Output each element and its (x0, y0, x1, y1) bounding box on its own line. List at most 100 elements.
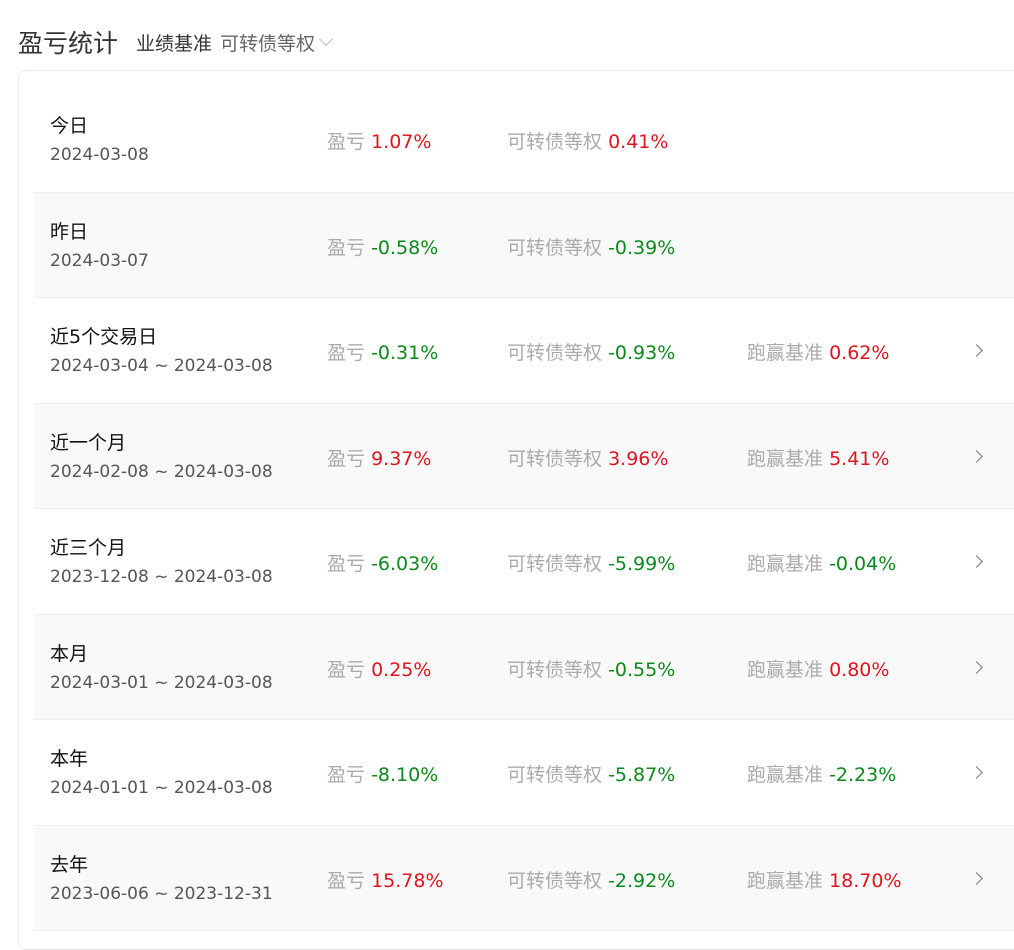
excess-label: 跑赢基准 (747, 342, 824, 364)
bench-value: -5.87% (608, 764, 676, 786)
bench-value: -2.92% (608, 869, 676, 892)
chevron-right-icon[interactable] (970, 766, 983, 779)
excess-metric: 跑赢基准 -2.23% (747, 760, 896, 787)
bench-value: -5.99% (608, 553, 676, 575)
pnl-metric: 盈亏 0.25% (327, 655, 431, 682)
excess-value: 0.80% (829, 658, 890, 681)
pnl-value: 15.78% (371, 869, 444, 892)
period-name: 本月 (50, 642, 89, 665)
bench-value: -0.93% (608, 342, 676, 364)
stats-row[interactable]: 去年 2023-06-06 ~ 2023-12-31 盈亏 15.78% 可转债… (34, 825, 1014, 931)
pnl-metric: 盈亏 9.37% (327, 444, 431, 471)
period-date: 2023-12-08 ~ 2024-03-08 (50, 567, 273, 587)
bench-label: 可转债等权 (507, 553, 603, 575)
bench-metric: 可转债等权 -2.92% (507, 866, 675, 893)
bench-metric: 可转债等权 -0.55% (507, 655, 675, 682)
pnl-value: -8.10% (371, 764, 439, 786)
bench-metric: 可转债等权 -0.39% (507, 233, 675, 260)
chevron-right-icon[interactable] (970, 871, 983, 885)
pnl-metric: 盈亏 -6.03% (327, 549, 438, 576)
period-date: 2024-03-08 (50, 145, 149, 165)
pnl-label: 盈亏 (327, 553, 366, 575)
pnl-label: 盈亏 (327, 764, 366, 786)
period-name: 今日 (50, 115, 89, 137)
benchmark-label: 业绩基准 (136, 32, 213, 55)
bench-label: 可转债等权 (507, 764, 603, 786)
pnl-metric: 盈亏 -0.58% (327, 233, 438, 260)
pnl-label: 盈亏 (327, 447, 366, 470)
stats-list: 今日 2024-03-08 盈亏 1.07% 可转债等权 0.41% 昨日 202… (34, 87, 1014, 931)
bench-value: 0.41% (608, 131, 669, 153)
excess-label: 跑赢基准 (747, 658, 824, 681)
pnl-value: 1.07% (371, 131, 432, 153)
stats-row[interactable]: 本月 2024-03-01 ~ 2024-03-08 盈亏 0.25% 可转债等… (34, 614, 1014, 720)
bench-label: 可转债等权 (507, 236, 603, 259)
bench-metric: 可转债等权 -5.99% (507, 549, 675, 576)
pnl-value: -6.03% (371, 553, 439, 575)
pnl-value: -0.31% (371, 342, 439, 364)
pnl-metric: 盈亏 1.07% (327, 127, 431, 154)
excess-metric: 跑赢基准 0.62% (747, 338, 889, 365)
excess-label: 跑赢基准 (747, 553, 824, 575)
bench-metric: 可转债等权 -0.93% (507, 338, 675, 365)
stats-row[interactable]: 近一个月 2024-02-08 ~ 2024-03-08 盈亏 9.37% 可转… (34, 403, 1014, 509)
bench-value: -0.39% (608, 236, 676, 259)
stats-card: 今日 2024-03-08 盈亏 1.07% 可转债等权 0.41% 昨日 202… (18, 70, 1014, 950)
pnl-value: 0.25% (371, 658, 432, 681)
pnl-label: 盈亏 (327, 131, 366, 153)
period-name: 近5个交易日 (50, 326, 158, 348)
chevron-right-icon[interactable] (970, 660, 983, 674)
excess-metric: 跑赢基准 0.80% (747, 655, 889, 682)
period-date: 2024-03-04 ~ 2024-03-08 (50, 356, 273, 376)
excess-label: 跑赢基准 (747, 447, 824, 470)
excess-value: -0.04% (829, 553, 897, 575)
pnl-metric: 盈亏 15.78% (327, 866, 444, 893)
pnl-metric: 盈亏 -8.10% (327, 760, 438, 787)
period-name: 昨日 (50, 220, 89, 243)
bench-label: 可转债等权 (507, 131, 603, 153)
period-date: 2024-01-01 ~ 2024-03-08 (50, 778, 273, 798)
chevron-right-icon[interactable] (970, 555, 983, 568)
stats-row[interactable]: 本年 2024-01-01 ~ 2024-03-08 盈亏 -8.10% 可转债… (34, 720, 1014, 826)
chevron-right-icon[interactable] (970, 449, 983, 463)
stats-row[interactable]: 近5个交易日 2024-03-04 ~ 2024-03-08 盈亏 -0.31%… (34, 298, 1014, 404)
bench-value: -0.55% (608, 658, 676, 681)
pnl-metric: 盈亏 -0.31% (327, 338, 438, 365)
period-date: 2023-06-06 ~ 2023-12-31 (50, 883, 273, 904)
pnl-label: 盈亏 (327, 342, 366, 364)
period-date: 2024-03-01 ~ 2024-03-08 (50, 672, 273, 693)
header: 盈亏统计 业绩基准 可转债等权 (18, 24, 334, 60)
bench-metric: 可转债等权 0.41% (507, 127, 668, 154)
excess-label: 跑赢基准 (747, 869, 824, 892)
pnl-label: 盈亏 (327, 236, 366, 259)
pnl-value: 9.37% (371, 447, 432, 470)
bench-label: 可转债等权 (507, 342, 603, 364)
period-date: 2024-03-07 (50, 250, 149, 271)
bench-metric: 可转债等权 3.96% (507, 444, 668, 471)
stats-row[interactable]: 近三个月 2023-12-08 ~ 2024-03-08 盈亏 -6.03% 可… (34, 509, 1014, 615)
stats-row: 昨日 2024-03-07 盈亏 -0.58% 可转债等权 -0.39% (34, 192, 1014, 298)
excess-label: 跑赢基准 (747, 764, 824, 786)
page-title: 盈亏统计 (18, 29, 119, 58)
pnl-value: -0.58% (371, 236, 439, 259)
excess-metric: 跑赢基准 -0.04% (747, 549, 896, 576)
benchmark-value: 可转债等权 (220, 32, 316, 55)
period-name: 本年 (50, 748, 89, 770)
chevron-right-icon[interactable] (970, 344, 983, 357)
excess-value: 5.41% (829, 447, 890, 470)
bench-label: 可转债等权 (507, 658, 603, 681)
excess-value: 0.62% (829, 342, 890, 364)
period-date: 2024-02-08 ~ 2024-03-08 (50, 461, 273, 482)
benchmark-select[interactable]: 可转债等权 (220, 29, 334, 56)
excess-value: -2.23% (829, 764, 897, 786)
excess-metric: 跑赢基准 5.41% (747, 444, 889, 471)
excess-metric: 跑赢基准 18.70% (747, 866, 902, 893)
bench-label: 可转债等权 (507, 869, 603, 892)
period-name: 近一个月 (50, 431, 127, 454)
bench-metric: 可转债等权 -5.87% (507, 760, 675, 787)
chevron-down-icon (318, 31, 334, 47)
period-name: 近三个月 (50, 537, 127, 559)
pnl-label: 盈亏 (327, 869, 366, 892)
stats-row: 今日 2024-03-08 盈亏 1.07% 可转债等权 0.41% (34, 87, 1014, 193)
bench-value: 3.96% (608, 447, 669, 470)
